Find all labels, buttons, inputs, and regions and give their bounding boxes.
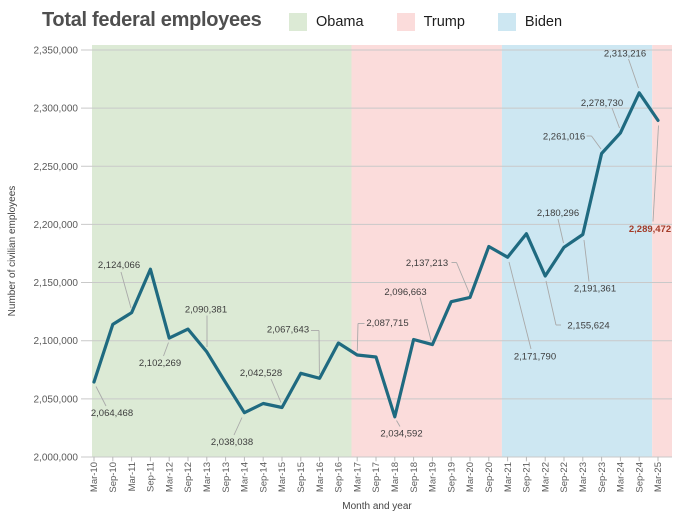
data-label: 2,038,038 [211, 437, 253, 448]
band-trump [652, 45, 672, 457]
y-tick-label: 2,150,000 [34, 278, 79, 289]
leader-line [419, 297, 432, 341]
leader-line [396, 420, 401, 427]
data-label: 2,180,296 [537, 208, 579, 219]
y-tick-label: 2,350,000 [34, 46, 79, 57]
band-obama [92, 45, 352, 457]
x-tick-label: Mar-22 [540, 462, 551, 492]
data-label: 2,067,643 [267, 324, 309, 335]
data-label: 2,124,066 [98, 260, 140, 271]
legend-label: Trump [423, 14, 465, 30]
x-axis-title: Month and year [342, 501, 412, 512]
x-tick-label: Sep-12 [183, 462, 194, 493]
leader-line [95, 386, 107, 407]
x-tick-label: Sep-11 [146, 462, 157, 492]
x-tick-label: Mar-17 [352, 462, 363, 492]
x-tick-label: Sep-24 [634, 462, 645, 493]
leader-line [356, 323, 359, 352]
x-tick-label: Mar-12 [164, 462, 175, 492]
y-axis-title: Number of civilian employees [7, 186, 18, 317]
band-trump [351, 45, 502, 457]
x-tick-label: Sep-15 [296, 462, 307, 493]
legend-label: Obama [316, 14, 364, 30]
x-tick-label: Sep-22 [559, 462, 570, 493]
leader-line [163, 342, 169, 357]
data-label: 2,313,216 [604, 48, 646, 59]
x-tick-label: Mar-16 [315, 462, 326, 492]
data-label: 2,090,381 [185, 304, 227, 315]
x-tick-label: Mar-24 [616, 462, 627, 492]
data-label: 2,171,790 [514, 351, 556, 362]
y-tick-label: 2,300,000 [34, 104, 79, 115]
x-tick-label: Sep-13 [221, 462, 232, 493]
data-label: 2,102,269 [139, 358, 181, 369]
leader-line [270, 378, 282, 403]
data-label: 2,278,730 [581, 98, 623, 109]
leader-line [652, 125, 659, 222]
data-label: 2,137,213 [406, 258, 448, 269]
leader-line [456, 262, 470, 294]
legend-item-obama: Obama [289, 13, 364, 31]
leader-line [233, 417, 243, 436]
x-tick-label: Sep-20 [484, 462, 495, 493]
band-biden [501, 45, 653, 457]
legend-item-biden: Biden [497, 13, 563, 31]
data-label: 2,064,468 [91, 408, 133, 419]
legend-item-trump: Trump [396, 13, 465, 31]
x-tick-label: Sep-16 [334, 462, 345, 493]
legend-swatch-biden [497, 13, 516, 31]
y-tick-label: 2,250,000 [34, 162, 79, 173]
y-tick-label: 2,200,000 [34, 220, 79, 231]
x-tick-label: Mar-14 [240, 462, 251, 492]
x-tick-label: Mar-11 [127, 462, 138, 491]
data-label: 2,261,016 [543, 131, 585, 142]
leader-line [583, 239, 590, 282]
x-tick-label: Mar-19 [428, 462, 439, 492]
x-tick-label: Mar-15 [277, 462, 288, 492]
leader-line [120, 271, 132, 309]
x-tick-label: Mar-10 [89, 462, 100, 492]
data-label-current: 2,289,472 [629, 224, 671, 235]
y-tick-label: 2,100,000 [34, 336, 79, 347]
x-tick-label: Mar-23 [578, 462, 589, 492]
employees-line [92, 91, 660, 419]
data-label: 2,155,624 [567, 320, 609, 331]
x-tick-label: Sep-10 [108, 462, 119, 493]
x-tick-label: Sep-23 [597, 462, 608, 493]
data-label: 2,087,715 [366, 318, 408, 329]
x-tick-label: Sep-14 [258, 462, 269, 493]
x-tick-label: Mar-13 [202, 462, 213, 492]
x-tick-label: Sep-19 [446, 462, 457, 493]
legend: Obama Trump Biden [289, 13, 562, 31]
y-tick-label: 2,000,000 [34, 452, 79, 463]
leader-line [545, 280, 557, 326]
leader-line [557, 218, 564, 244]
x-tick-label: Mar-20 [465, 462, 476, 492]
legend-swatch-obama [289, 13, 307, 31]
leader-line [508, 261, 532, 350]
legend-swatch-trump [396, 13, 415, 31]
data-label: 2,042,528 [240, 368, 282, 379]
x-tick-label: Mar-25 [653, 462, 664, 492]
x-tick-label: Mar-18 [390, 462, 401, 492]
y-tick-label: 2,050,000 [34, 394, 79, 405]
x-tick-label: Sep-21 [522, 462, 533, 493]
x-tick-label: Sep-18 [409, 462, 420, 493]
legend-label: Biden [524, 14, 563, 30]
data-label: 2,191,361 [574, 283, 616, 294]
data-label: 2,096,663 [384, 287, 426, 298]
x-tick-label: Mar-21 [503, 462, 514, 492]
leader-line [591, 135, 602, 150]
leader-line [628, 58, 639, 89]
data-label: 2,034,592 [380, 428, 422, 439]
chart-title: Total federal employees [42, 9, 262, 31]
x-tick-label: Sep-17 [371, 462, 382, 493]
leader-line [611, 107, 620, 129]
